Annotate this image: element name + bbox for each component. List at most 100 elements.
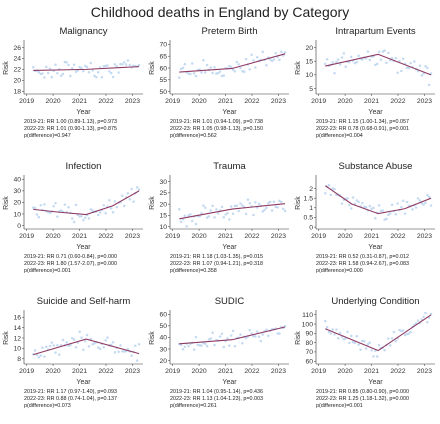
panel-title: Substance Abuse <box>339 161 413 172</box>
data-point <box>48 344 52 348</box>
stats-line: 2019-21: RR 0.85 (0.80-0.90), p=0.000 <box>316 389 410 395</box>
data-point <box>396 202 399 205</box>
chart-panel-8: SUDIC 20 30 40 50 60 Risk 2019 2020 2021 2022 2023 Y… <box>148 292 294 424</box>
data-point <box>324 192 327 195</box>
y-tick-label: 8 <box>17 356 21 363</box>
stats-block: 2019-21: RR 1.01 (0.94-1.09), p=0.738 202… <box>170 119 263 140</box>
data-point <box>239 66 242 70</box>
data-point <box>274 52 278 55</box>
stats-line: 2022-23: RR 1.01 (0.90-1.13), p=0.875 <box>24 126 118 133</box>
data-point <box>189 213 192 216</box>
data-point <box>213 66 216 69</box>
data-point <box>80 66 83 70</box>
data-point <box>121 62 124 66</box>
y-tick-label: 30 <box>159 346 167 353</box>
data-point <box>324 319 327 323</box>
data-point <box>178 76 181 79</box>
data-point <box>113 200 117 203</box>
data-point <box>390 337 394 340</box>
x-tick-label: 2023 <box>417 233 432 240</box>
data-point <box>411 208 414 211</box>
data-point <box>241 204 244 207</box>
data-point <box>383 348 386 352</box>
x-tick-label: 2023 <box>125 233 140 240</box>
data-point <box>340 202 344 205</box>
chart-panel-2: Preterm Birth 50 55 60 65 70 Risk 2019 2020 2021 2… <box>148 22 294 154</box>
data-point <box>276 206 279 209</box>
data-point <box>268 58 272 61</box>
data-point <box>32 206 35 209</box>
data-point <box>113 351 117 354</box>
data-point <box>379 58 383 61</box>
stats-line: 2019-21: RR 1.04 (0.95-1.14), p=0.436 <box>170 389 264 395</box>
data-point <box>111 211 115 214</box>
y-tick-label: 0 <box>309 224 313 231</box>
data-point <box>72 63 76 67</box>
data-point <box>56 71 59 75</box>
data-point <box>61 72 65 76</box>
data-point <box>134 344 137 347</box>
data-point <box>390 56 394 60</box>
chart-panel-1: Malignancy 18 20 22 24 26 Risk 2019 2020 2021 2022… <box>2 22 148 154</box>
data-point <box>375 62 379 66</box>
data-point <box>179 67 183 71</box>
data-point <box>104 339 107 342</box>
data-point <box>91 342 94 346</box>
stats-line: p(difference)=0.004 <box>316 133 363 140</box>
data-point <box>80 214 83 218</box>
data-point <box>183 214 187 217</box>
stats-line: 2022-23: RR 1.58 (0.94-2.67), p=0.083 <box>316 261 410 268</box>
data-point <box>400 205 403 209</box>
stats-line: p(difference)=0.001 <box>24 268 71 275</box>
data-point <box>283 209 287 213</box>
data-point <box>250 53 253 57</box>
data-point <box>414 206 418 209</box>
data-point <box>109 71 113 75</box>
stats-line: p(difference)=0.947 <box>24 133 71 140</box>
y-axis-label: Risk <box>295 196 302 210</box>
data-point <box>111 341 115 344</box>
data-point <box>48 67 52 71</box>
data-point <box>32 66 35 69</box>
data-point <box>207 338 211 341</box>
stats-line: 2019-21: RR 1.17 (0.97-1.40), p=0.093 <box>24 389 118 395</box>
data-point <box>381 50 385 53</box>
data-point <box>44 345 48 349</box>
data-point <box>335 328 338 331</box>
chart-svg: Substance Abuse 0 0.5 1 1.5 2 Risk 2019 2020 2021… <box>295 161 435 251</box>
data-point <box>381 209 385 212</box>
data-point <box>80 336 83 339</box>
data-point <box>192 348 196 351</box>
data-point <box>43 203 46 206</box>
data-point <box>35 213 39 216</box>
y-tick-label: 30 <box>13 188 21 195</box>
data-point <box>108 198 111 202</box>
stats-line: 2019-21: RR 0.52 (0.31-0.87), p=0.012 <box>316 254 410 260</box>
x-tick-label: 2023 <box>271 233 286 240</box>
stats-line: 2019-21: RR 1.18 (1.03-1.35), p=0.015 <box>170 254 264 260</box>
data-point <box>228 344 231 347</box>
y-tick-label: 22 <box>13 67 21 74</box>
data-point <box>93 74 96 78</box>
data-point <box>353 61 357 65</box>
y-axis-label: Risk <box>295 61 302 75</box>
data-point <box>228 64 231 68</box>
data-point <box>122 204 126 208</box>
y-tick-label: 100 <box>302 321 314 328</box>
data-point <box>130 187 133 191</box>
data-point <box>226 211 229 215</box>
y-tick-label: 50 <box>159 323 167 330</box>
data-point <box>83 64 87 68</box>
data-point <box>33 349 37 352</box>
data-point <box>216 71 220 75</box>
data-point <box>405 200 409 204</box>
data-point <box>388 344 392 347</box>
data-point <box>261 333 265 336</box>
data-point <box>87 70 91 74</box>
data-point <box>59 209 63 212</box>
data-point <box>202 59 205 62</box>
data-point <box>189 72 192 76</box>
data-point <box>394 56 398 60</box>
data-point <box>333 71 336 75</box>
data-point <box>409 61 412 65</box>
